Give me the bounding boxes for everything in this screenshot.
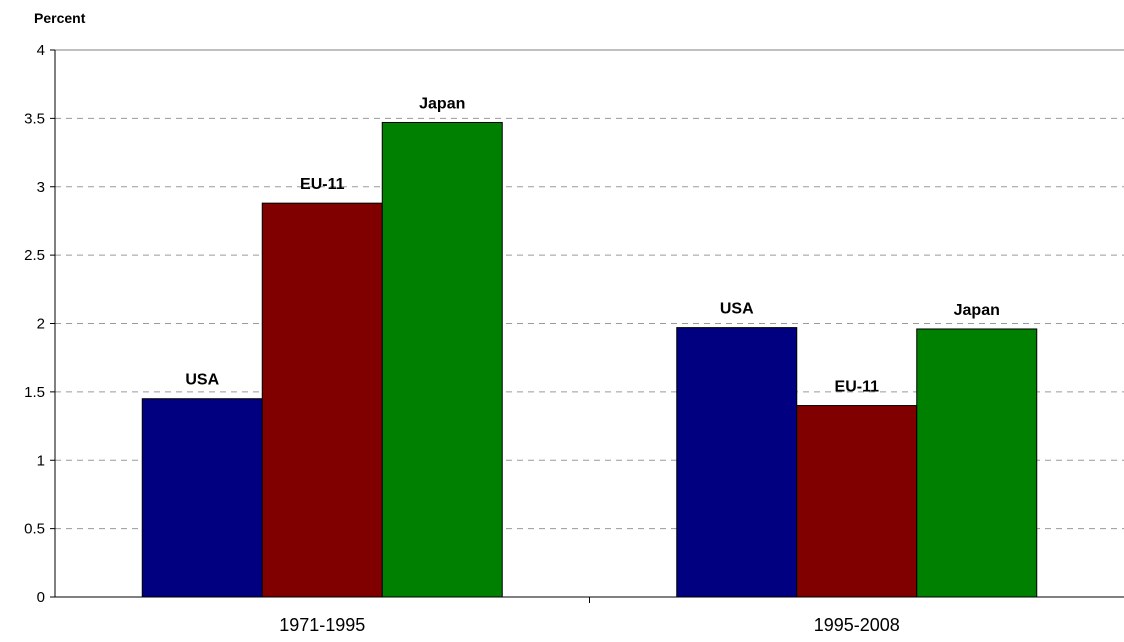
y-tick-label: 4 [37,42,45,59]
y-tick-label: 3.5 [24,110,45,127]
bar-label: USA [185,372,219,389]
bar-usa [141,398,263,598]
y-tick-label: 0 [37,589,45,606]
y-tick-label: 1 [37,452,45,469]
y-tick-label: 3 [37,179,45,196]
bar-label: EU-11 [300,176,345,193]
bar-usa [676,327,798,598]
y-tick-label: 0.5 [24,521,45,538]
bar-label: EU-11 [835,379,880,396]
axes: 0 0.5 1 1.5 2 2.5 3 3.5 4 [24,42,1124,606]
y-tick-label: 1.5 [24,384,45,401]
bars [141,121,1038,598]
category-label: 1995-2008 [814,615,900,635]
bar-label: Japan [954,302,1000,319]
bar-label: Japan [419,95,465,112]
labels: 1971-1995 USA EU-11 Japan 1995-2008 USA EU-11 J… [185,95,1000,635]
bar-japan [916,328,1038,598]
bar-japan [381,121,503,598]
bar-eu-11 [796,405,918,598]
y-tick-label: 2 [37,316,45,333]
y-axis-label: Percent [34,10,86,26]
category-label: 1971-1995 [279,615,365,635]
y-tick-label: 2.5 [24,247,45,264]
bar-label: USA [720,301,754,318]
bar-eu-11 [261,202,383,598]
